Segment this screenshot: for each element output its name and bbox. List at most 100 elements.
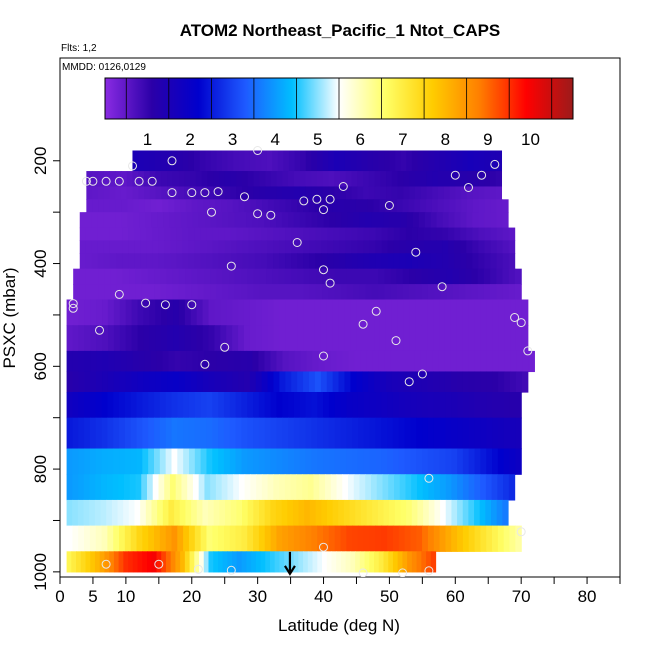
heatmap-cell-band-20 — [374, 551, 380, 573]
y-tick-label: 600 — [31, 352, 50, 380]
heatmap-cell-band-4 — [281, 212, 289, 229]
heatmap-cell-band-9 — [98, 284, 105, 301]
heatmap-cell-band-17 — [485, 474, 493, 501]
heatmap-cell-band-1 — [109, 171, 116, 188]
heatmap-cell-band-3 — [297, 199, 304, 213]
sample-point — [319, 351, 328, 361]
sample-point — [358, 319, 368, 329]
heatmap-cell-band-15 — [486, 417, 493, 450]
heatmap-cell-band-16 — [183, 448, 190, 475]
heatmap-cell-band-20 — [293, 551, 299, 573]
heatmap-cell-band-12 — [342, 350, 350, 373]
heatmap-cell-band-17 — [83, 474, 91, 501]
heatmap-cell-band-15 — [206, 417, 213, 450]
heatmap-cell-band-9 — [135, 284, 143, 301]
heatmap-cell-band-2 — [420, 186, 428, 200]
heatmap-cell-band-18 — [77, 499, 85, 527]
heatmap-cell-band-2 — [478, 186, 485, 200]
heatmap-cell-band-17 — [78, 474, 85, 501]
heatmap-cell-band-13 — [125, 371, 133, 393]
heatmap-cell-band-16 — [218, 448, 225, 475]
heatmap-cell-band-19 — [492, 525, 499, 552]
heatmap-cell-band-7 — [472, 253, 479, 270]
heatmap-cell-band-1 — [270, 171, 278, 188]
heatmap-cell-band-6 — [182, 240, 190, 254]
heatmap-cell-band-10 — [196, 299, 204, 326]
heatmap-cell-band-11 — [474, 325, 482, 352]
heatmap-cell-band-16 — [474, 448, 481, 475]
heatmap-cell-band-19 — [136, 525, 143, 552]
heatmap-cell-band-0 — [467, 150, 475, 172]
heatmap-cell-band-17 — [66, 474, 73, 501]
heatmap-cell-band-16 — [363, 448, 371, 475]
heatmap-cell-band-15 — [183, 417, 190, 450]
heatmap-cell-band-6 — [273, 240, 280, 254]
heatmap-cell-band-15 — [299, 417, 307, 450]
heatmap-cell-band-16 — [188, 448, 196, 475]
heatmap-cell-band-3 — [455, 199, 462, 213]
heatmap-cell-band-5 — [381, 227, 389, 242]
heatmap-cell-band-7 — [182, 253, 190, 270]
heatmap-cell-band-10 — [113, 299, 121, 326]
heatmap-cell-band-7 — [170, 253, 177, 270]
heatmap-cell-band-10 — [167, 299, 174, 326]
heatmap-cell-band-11 — [155, 325, 162, 352]
heatmap-cell-band-4 — [228, 212, 236, 229]
heatmap-cell-band-11 — [338, 325, 346, 352]
sample-point — [450, 170, 460, 180]
colorbar-tick-label: 2 — [185, 130, 194, 149]
heatmap-cell-band-12 — [348, 350, 356, 373]
heatmap-cell-band-19 — [486, 525, 493, 552]
sample-point — [68, 303, 78, 313]
heatmap-cell-band-4 — [127, 212, 134, 229]
heatmap-cell-band-15 — [113, 417, 120, 450]
heatmap-cell-band-8 — [309, 268, 317, 285]
heatmap-cell-band-4 — [311, 212, 319, 229]
sample-point — [319, 265, 328, 275]
heatmap-cell-band-10 — [332, 299, 340, 326]
heatmap-cell-band-9 — [154, 284, 161, 301]
heatmap-cell-band-17 — [330, 474, 338, 501]
heatmap-cell-band-7 — [242, 253, 250, 270]
heatmap-cell-band-5 — [152, 227, 159, 242]
heatmap-cell-band-13 — [403, 371, 411, 393]
heatmap-cell-band-16 — [503, 448, 511, 475]
x-tick-label: 70 — [512, 587, 531, 606]
heatmap-cell-band-4 — [466, 212, 473, 229]
heatmap-cell-band-2 — [374, 186, 381, 200]
heatmap-cell-band-17 — [296, 474, 303, 501]
heatmap-cell-band-18 — [332, 499, 339, 527]
heatmap-cell-band-9 — [116, 284, 124, 301]
heatmap-cell-band-5 — [291, 227, 298, 242]
heatmap-cell-band-8 — [371, 268, 379, 285]
heatmap-cell-band-14 — [439, 392, 447, 419]
heatmap-cell-band-16 — [317, 448, 324, 475]
heatmap-cell-band-20 — [118, 551, 124, 573]
heatmap-cell-band-17 — [215, 474, 223, 501]
heatmap-cell-band-19 — [159, 525, 167, 552]
heatmap-cell-band-3 — [162, 199, 169, 213]
heatmap-cell-band-18 — [468, 499, 475, 527]
heatmap-cell-band-11 — [143, 325, 150, 352]
heatmap-cell-band-14 — [433, 392, 441, 419]
heatmap-cell-band-8 — [79, 268, 87, 285]
heatmap-cell-band-10 — [492, 299, 499, 326]
heatmap-cell-band-17 — [233, 474, 240, 501]
heatmap-cell-band-17 — [250, 474, 257, 501]
heatmap-cell-band-14 — [276, 392, 283, 419]
heatmap-cell-band-17 — [508, 474, 516, 501]
sample-point — [134, 176, 144, 186]
heatmap-cell-band-1 — [311, 171, 318, 188]
colorbar-tick-label: 6 — [356, 130, 365, 149]
heatmap-cell-band-15 — [328, 417, 336, 450]
heatmap-cell-band-4 — [478, 212, 485, 229]
heatmap-cell-band-20 — [217, 551, 224, 573]
heatmap-cell-band-9 — [178, 284, 186, 301]
heatmap-cell-band-17 — [290, 474, 297, 501]
heatmap-cell-band-7 — [496, 253, 504, 270]
heatmap-cell-band-7 — [285, 253, 292, 270]
heatmap-cell-band-6 — [478, 240, 485, 254]
heatmap-cell-band-7 — [91, 253, 99, 270]
heatmap-cell-band-20 — [407, 551, 413, 573]
heatmap-cell-band-20 — [189, 551, 195, 573]
